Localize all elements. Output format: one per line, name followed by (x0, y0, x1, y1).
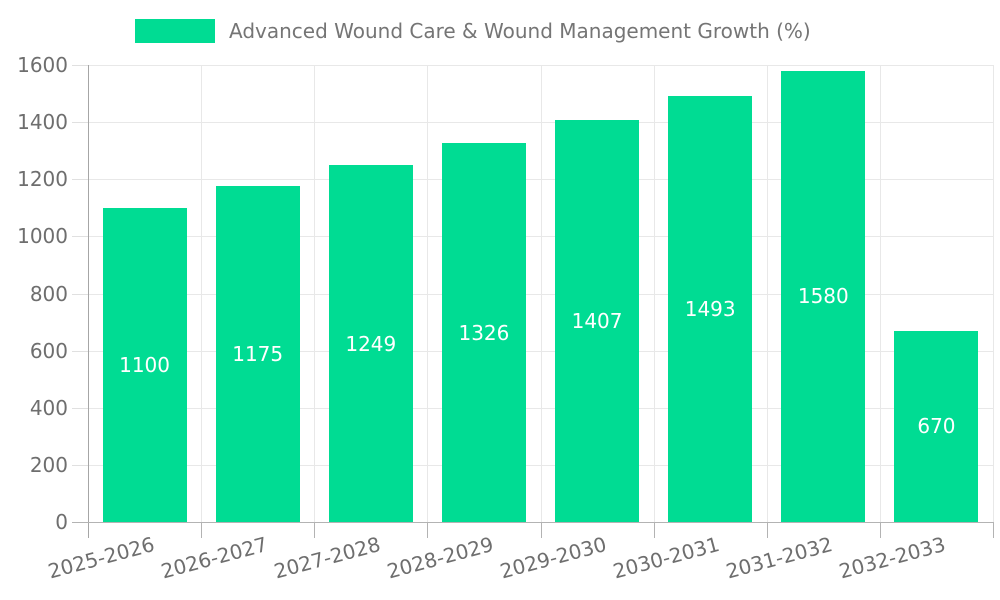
x-tick-label: 2028-2029 (384, 532, 496, 584)
y-tick-label: 600 (29, 338, 68, 363)
y-tick (72, 122, 88, 124)
y-tick-label: 800 (29, 281, 68, 306)
x-gridline (314, 65, 316, 522)
bar-value-label: 670 (917, 414, 956, 439)
y-tick-label: 1600 (17, 53, 68, 77)
y-tick (72, 65, 88, 66)
x-gridline (993, 65, 994, 522)
x-tick (427, 522, 429, 538)
bar[interactable] (781, 70, 866, 522)
bar-value-label: 1175 (232, 342, 284, 367)
x-gridline (201, 65, 203, 522)
x-tick (314, 522, 316, 538)
x-tick (766, 522, 768, 538)
legend-label: Advanced Wound Care & Wound Management G… (229, 19, 811, 43)
bar-value-label: 1580 (797, 284, 849, 309)
x-gridline (653, 65, 655, 522)
y-tick (72, 464, 88, 466)
x-tick (201, 522, 203, 538)
bar-value-label: 1249 (345, 331, 397, 356)
x-gridline (427, 65, 429, 522)
x-tick (540, 522, 542, 538)
x-gridline (879, 65, 881, 522)
x-tick-label: 2029-2030 (497, 532, 610, 584)
x-gridline (540, 65, 542, 522)
x-tick-label: 2030-2031 (610, 532, 723, 584)
y-tick (72, 407, 88, 409)
y-tick-label: 0 (55, 510, 68, 534)
y-tick (72, 350, 88, 352)
x-tick-label: 2031-2032 (723, 532, 836, 584)
y-tick-label: 1400 (17, 110, 68, 135)
x-tick (653, 522, 655, 538)
x-tick-label: 2032-2033 (836, 532, 949, 584)
bar-value-label: 1326 (458, 320, 510, 345)
y-tick-label: 200 (29, 452, 68, 477)
x-tick (993, 522, 994, 538)
bar-value-label: 1100 (119, 352, 171, 377)
x-tick-label: 2027-2028 (271, 532, 383, 584)
y-tick-label: 1200 (17, 167, 68, 192)
bar[interactable] (102, 207, 187, 522)
x-gridline (766, 65, 768, 522)
bar-value-label: 1493 (684, 296, 736, 321)
x-tick-label: 2025-2026 (45, 532, 157, 584)
bar-value-label: 1407 (571, 309, 623, 334)
y-axis-line (88, 65, 89, 538)
bar[interactable] (555, 120, 640, 522)
bar[interactable] (441, 143, 526, 522)
y-tick-label: 400 (29, 395, 68, 420)
x-tick-label: 2026-2027 (158, 532, 270, 584)
y-tick-label: 1000 (17, 224, 68, 249)
y-tick (72, 293, 88, 295)
bar[interactable] (668, 95, 753, 522)
bar[interactable] (328, 165, 413, 522)
legend-swatch-icon (135, 19, 215, 43)
y-tick (72, 236, 88, 238)
bar[interactable] (215, 186, 300, 522)
chart-legend[interactable]: Advanced Wound Care & Wound Management G… (135, 19, 811, 43)
bar[interactable] (894, 330, 979, 522)
x-tick (879, 522, 881, 538)
x-axis-line (72, 522, 993, 523)
y-tick (72, 179, 88, 181)
